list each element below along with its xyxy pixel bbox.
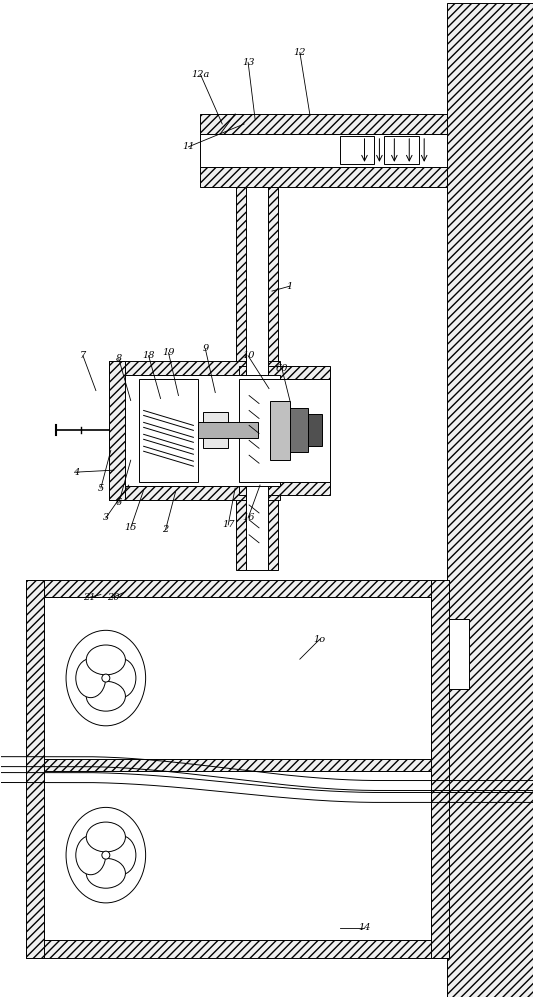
Bar bbox=[139, 379, 198, 482]
Text: 17: 17 bbox=[222, 520, 234, 529]
Text: 21: 21 bbox=[83, 593, 95, 602]
Text: 9: 9 bbox=[202, 344, 208, 353]
Ellipse shape bbox=[76, 836, 106, 875]
Ellipse shape bbox=[87, 645, 125, 675]
Ellipse shape bbox=[87, 822, 125, 852]
Text: 3: 3 bbox=[103, 513, 109, 522]
Text: 13: 13 bbox=[242, 58, 254, 67]
Text: 12: 12 bbox=[294, 48, 306, 57]
Bar bbox=[109, 361, 280, 375]
Bar bbox=[270, 401, 290, 460]
Bar bbox=[431, 580, 449, 958]
Bar bbox=[246, 187, 268, 570]
Text: 15: 15 bbox=[124, 523, 137, 532]
Text: 1o: 1o bbox=[313, 635, 326, 644]
Text: 1: 1 bbox=[287, 282, 293, 291]
Text: 19: 19 bbox=[162, 348, 175, 357]
Text: 11: 11 bbox=[182, 142, 195, 151]
Text: 4: 4 bbox=[73, 468, 79, 477]
Text: 18: 18 bbox=[143, 351, 155, 360]
Bar bbox=[340, 136, 374, 164]
Text: 5: 5 bbox=[98, 484, 104, 493]
Bar bbox=[125, 375, 280, 486]
Bar bbox=[239, 379, 329, 482]
Bar bbox=[44, 759, 431, 771]
Text: 20: 20 bbox=[107, 593, 119, 602]
Bar bbox=[384, 136, 419, 164]
Bar bbox=[447, 3, 532, 997]
Bar bbox=[26, 580, 44, 958]
Text: 60: 60 bbox=[276, 364, 288, 373]
Text: 12a: 12a bbox=[191, 70, 209, 79]
Bar bbox=[200, 134, 447, 167]
Bar bbox=[109, 486, 280, 500]
Bar bbox=[308, 414, 321, 446]
Bar bbox=[200, 114, 447, 134]
Ellipse shape bbox=[106, 658, 136, 698]
Ellipse shape bbox=[66, 807, 146, 903]
Ellipse shape bbox=[87, 681, 125, 711]
Bar bbox=[288, 408, 308, 452]
Text: 16: 16 bbox=[242, 513, 254, 522]
Ellipse shape bbox=[87, 858, 125, 888]
Circle shape bbox=[102, 851, 110, 859]
Text: 6: 6 bbox=[116, 498, 122, 507]
Ellipse shape bbox=[106, 836, 136, 875]
Bar bbox=[268, 187, 278, 570]
Text: 10: 10 bbox=[242, 351, 254, 360]
Bar bbox=[26, 940, 449, 958]
Bar bbox=[203, 412, 228, 448]
Circle shape bbox=[102, 674, 110, 682]
Text: 8: 8 bbox=[116, 354, 122, 363]
Ellipse shape bbox=[76, 658, 106, 698]
Text: 7: 7 bbox=[80, 351, 86, 360]
Bar bbox=[44, 597, 431, 940]
Text: 14: 14 bbox=[358, 923, 371, 932]
Bar bbox=[449, 619, 469, 689]
Bar bbox=[109, 361, 125, 500]
Text: 2: 2 bbox=[162, 525, 169, 534]
Bar bbox=[239, 366, 329, 379]
Bar bbox=[26, 580, 449, 597]
Ellipse shape bbox=[66, 630, 146, 726]
Bar bbox=[236, 187, 246, 570]
Bar bbox=[200, 167, 447, 187]
Bar bbox=[198, 422, 258, 438]
Bar bbox=[239, 482, 329, 495]
